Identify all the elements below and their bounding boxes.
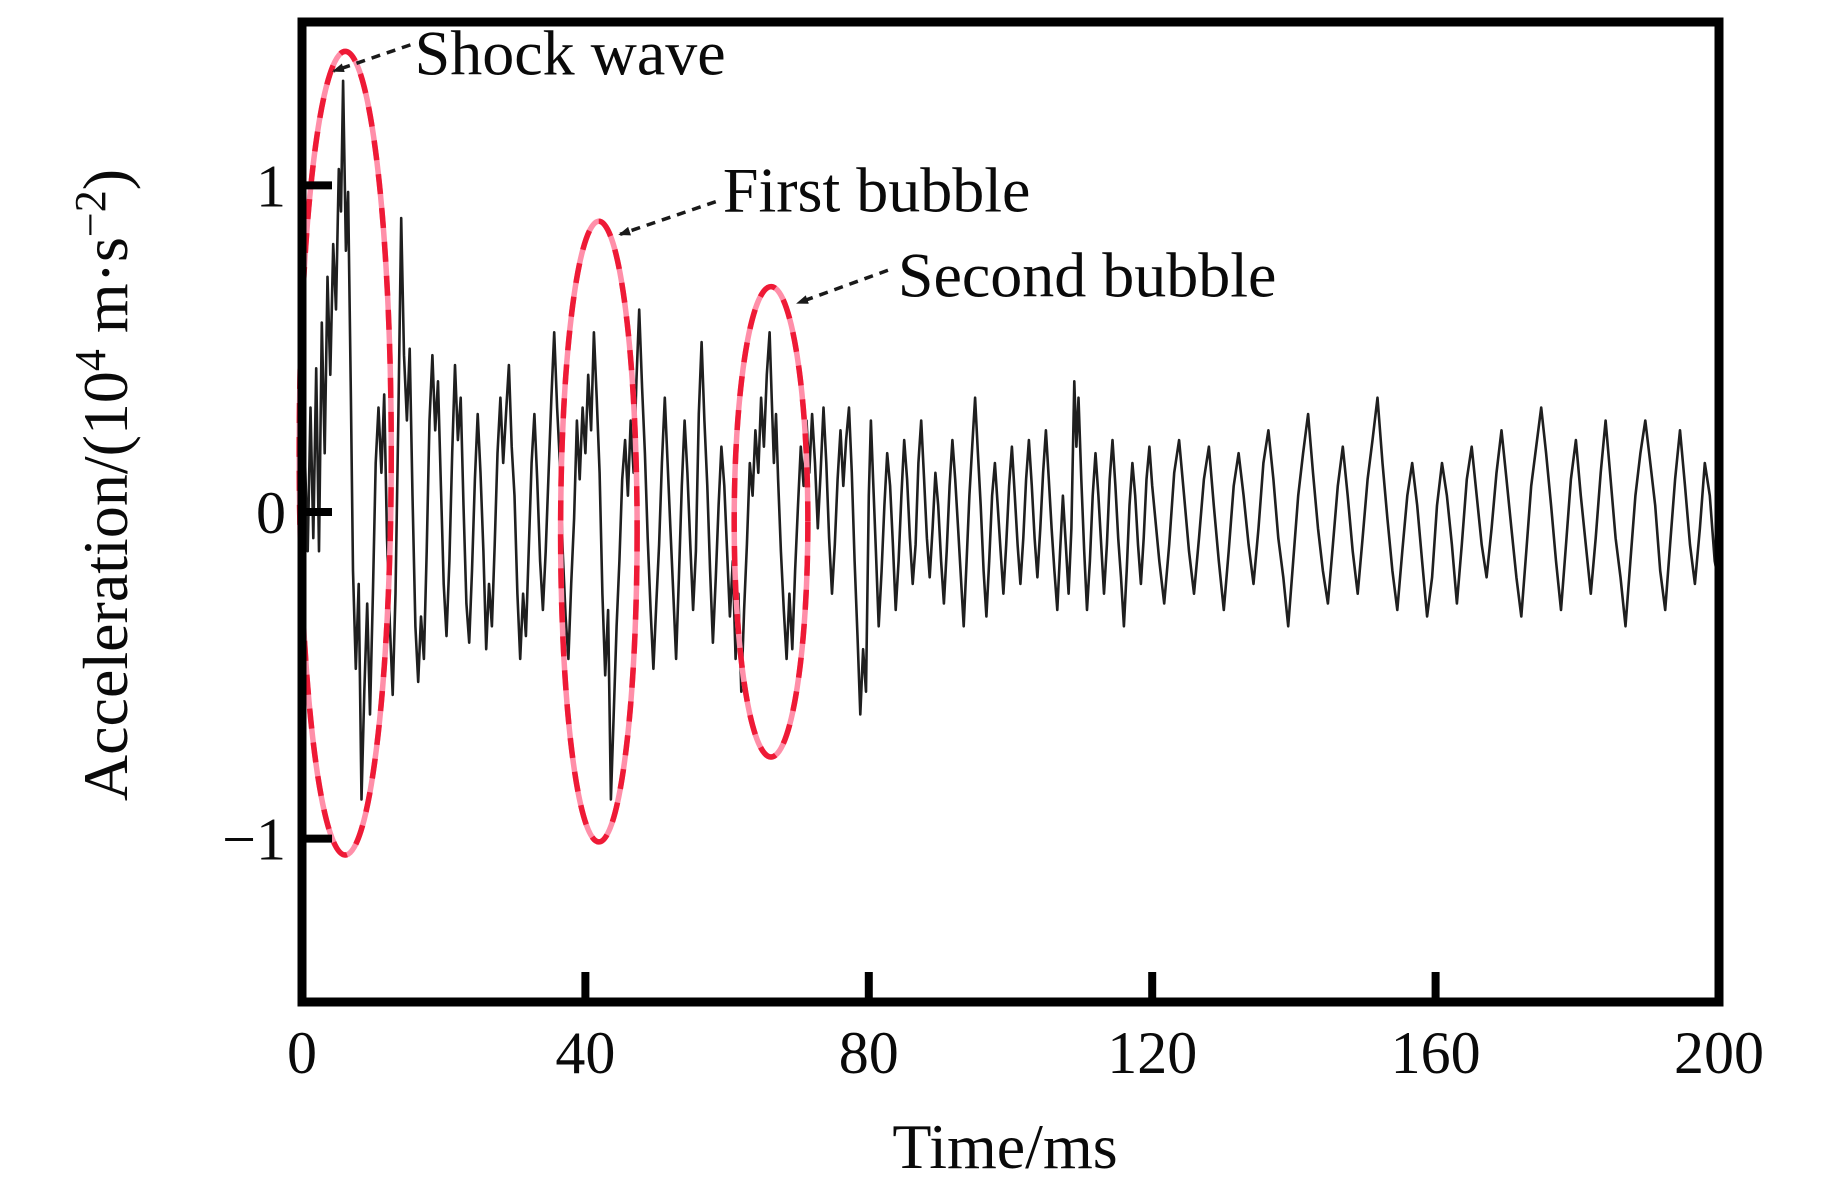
x-tick-label: 120 xyxy=(1107,1020,1197,1086)
x-tick-label: 160 xyxy=(1391,1020,1481,1086)
highlight-ellipse xyxy=(557,218,640,845)
y-tick-label: 0 xyxy=(256,480,286,546)
waveform-line xyxy=(300,79,1721,801)
annotation-label: Second bubble xyxy=(898,239,1277,310)
annotation-arrow xyxy=(618,200,717,236)
axis-ticks-group: 0 40 80 120 160 200 1 0 −1 xyxy=(222,153,1764,1086)
y-tick-label: −1 xyxy=(222,807,286,873)
annotations-group: Shock wave First bubble Second bubble xyxy=(296,17,1277,858)
y-axis-title: Acceleration/(104 m·s−2) xyxy=(66,169,141,801)
annotation-label: First bubble xyxy=(723,154,1031,225)
waveform-group xyxy=(300,79,1721,801)
x-axis-title: Time/ms xyxy=(892,1111,1117,1182)
annotation-arrow xyxy=(331,43,411,73)
x-tick-label: 200 xyxy=(1674,1020,1764,1086)
highlight-ellipse xyxy=(731,283,811,760)
annotation-label: Shock wave xyxy=(415,17,726,88)
x-tick-label: 40 xyxy=(555,1020,615,1086)
y-tick-label: 1 xyxy=(256,153,286,219)
x-tick-label: 0 xyxy=(287,1020,317,1086)
x-tick-label: 80 xyxy=(839,1020,899,1086)
annotation-arrow xyxy=(796,268,889,305)
